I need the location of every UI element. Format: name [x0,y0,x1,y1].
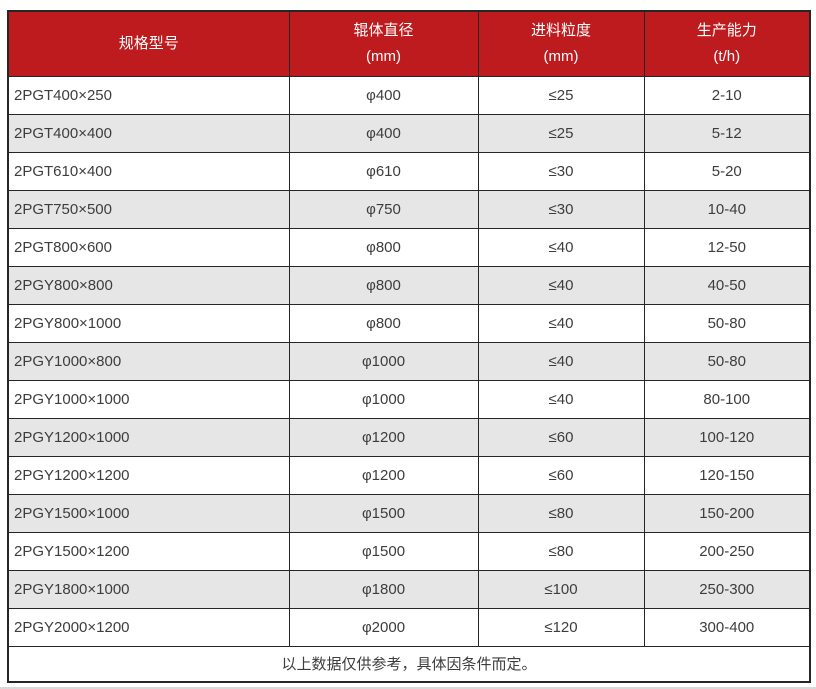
cell-model: 2PGY1200×1200 [7,455,290,495]
cell-feed-size: ≤80 [477,531,645,571]
cell-roller-diameter: φ1500 [288,531,479,571]
cell-model: 2PGY1800×1000 [7,569,290,609]
page-bottom-edge [0,687,816,689]
header-cell-model: 规格型号 [7,10,290,77]
header-unit-roller-diameter: (mm) [366,47,401,65]
cell-roller-diameter: φ800 [288,265,479,305]
cell-feed-size: ≤30 [477,151,645,191]
cell-model: 2PGY1500×1000 [7,493,290,533]
cell-feed-size: ≤120 [477,607,645,647]
header-unit-capacity: (t/h) [713,47,741,65]
spec-table-footer: 以上数据仅供参考，具体因条件而定。 [7,645,811,683]
cell-roller-diameter: φ1000 [288,341,479,381]
cell-capacity: 80-100 [643,379,811,419]
cell-feed-size: ≤40 [477,379,645,419]
cell-capacity: 100-120 [643,417,811,457]
cell-roller-diameter: φ1000 [288,379,479,419]
table-row: 2PGY1000×1000 φ1000 ≤40 80-100 [7,379,811,419]
cell-model: 2PGT400×250 [7,75,290,115]
spec-table-body: 2PGT400×250 φ400 ≤25 2-10 2PGT400×400 φ400 ≤25… [7,75,811,647]
cell-feed-size: ≤25 [477,75,645,115]
cell-feed-size: ≤40 [477,341,645,381]
header-cell-capacity: 生产能力 (t/h) [643,10,811,77]
table-row: 2PGY1800×1000 φ1800 ≤100 250-300 [7,569,811,609]
cell-feed-size: ≤60 [477,417,645,457]
cell-capacity: 50-80 [643,303,811,343]
header-unit-feed-size: (mm) [543,47,579,65]
cell-model: 2PGY2000×1200 [7,607,290,647]
footer-note: 以上数据仅供参考，具体因条件而定。 [7,645,811,683]
cell-roller-diameter: φ750 [288,189,479,229]
cell-roller-diameter: φ1200 [288,455,479,495]
cell-model: 2PGY1500×1200 [7,531,290,571]
cell-capacity: 250-300 [643,569,811,609]
cell-model: 2PGT800×600 [7,227,290,267]
table-row: 2PGY2000×1200 φ2000 ≤120 300-400 [7,607,811,647]
header-label-model: 规格型号 [118,34,179,52]
cell-model: 2PGY1000×1000 [7,379,290,419]
header-label-roller-diameter: 辊体直径 [353,21,414,39]
table-row: 2PGY1200×1000 φ1200 ≤60 100-120 [7,417,811,457]
header-label-capacity: 生产能力 [696,21,757,39]
spec-table-header: 规格型号 辊体直径 (mm) 进料粒度 (mm) 生产能力 (t/h) [7,10,811,77]
table-row: 2PGY800×800 φ800 ≤40 40-50 [7,265,811,305]
cell-capacity: 40-50 [643,265,811,305]
cell-capacity: 2-10 [643,75,811,115]
cell-model: 2PGY1000×800 [7,341,290,381]
cell-model: 2PGY800×800 [7,265,290,305]
cell-feed-size: ≤40 [477,265,645,305]
cell-capacity: 10-40 [643,189,811,229]
table-row: 2PGY1500×1000 φ1500 ≤80 150-200 [7,493,811,533]
cell-capacity: 5-12 [643,113,811,153]
cell-roller-diameter: φ400 [288,113,479,153]
cell-roller-diameter: φ2000 [288,607,479,647]
cell-roller-diameter: φ800 [288,303,479,343]
cell-feed-size: ≤100 [477,569,645,609]
cell-capacity: 300-400 [643,607,811,647]
cell-roller-diameter: φ610 [288,151,479,191]
cell-model: 2PGT750×500 [7,189,290,229]
table-row: 2PGT400×250 φ400 ≤25 2-10 [7,75,811,115]
table-row: 2PGT750×500 φ750 ≤30 10-40 [7,189,811,229]
cell-capacity: 5-20 [643,151,811,191]
spec-table: 规格型号 辊体直径 (mm) 进料粒度 (mm) 生产能力 (t/h) 2PGT… [7,10,811,683]
cell-model: 2PGT400×400 [7,113,290,153]
cell-roller-diameter: φ1500 [288,493,479,533]
table-row: 2PGY1500×1200 φ1500 ≤80 200-250 [7,531,811,571]
cell-feed-size: ≤80 [477,493,645,533]
header-label-feed-size: 进料粒度 [530,21,591,39]
table-row: 2PGY1000×800 φ1000 ≤40 50-80 [7,341,811,381]
cell-roller-diameter: φ400 [288,75,479,115]
cell-roller-diameter: φ1800 [288,569,479,609]
cell-capacity: 150-200 [643,493,811,533]
cell-feed-size: ≤40 [477,303,645,343]
cell-feed-size: ≤60 [477,455,645,495]
header-cell-feed-size: 进料粒度 (mm) [477,10,645,77]
cell-feed-size: ≤25 [477,113,645,153]
cell-feed-size: ≤40 [477,227,645,267]
cell-model: 2PGY800×1000 [7,303,290,343]
table-row: 2PGT400×400 φ400 ≤25 5-12 [7,113,811,153]
header-cell-roller-diameter: 辊体直径 (mm) [288,10,479,77]
table-row: 2PGY1200×1200 φ1200 ≤60 120-150 [7,455,811,495]
footer-row: 以上数据仅供参考，具体因条件而定。 [7,645,811,683]
cell-feed-size: ≤30 [477,189,645,229]
table-row: 2PGT800×600 φ800 ≤40 12-50 [7,227,811,267]
table-row: 2PGT610×400 φ610 ≤30 5-20 [7,151,811,191]
table-row: 2PGY800×1000 φ800 ≤40 50-80 [7,303,811,343]
cell-model: 2PGY1200×1000 [7,417,290,457]
cell-roller-diameter: φ800 [288,227,479,267]
cell-capacity: 120-150 [643,455,811,495]
cell-capacity: 200-250 [643,531,811,571]
cell-model: 2PGT610×400 [7,151,290,191]
cell-capacity: 12-50 [643,227,811,267]
cell-roller-diameter: φ1200 [288,417,479,457]
header-row: 规格型号 辊体直径 (mm) 进料粒度 (mm) 生产能力 (t/h) [7,10,811,77]
cell-capacity: 50-80 [643,341,811,381]
